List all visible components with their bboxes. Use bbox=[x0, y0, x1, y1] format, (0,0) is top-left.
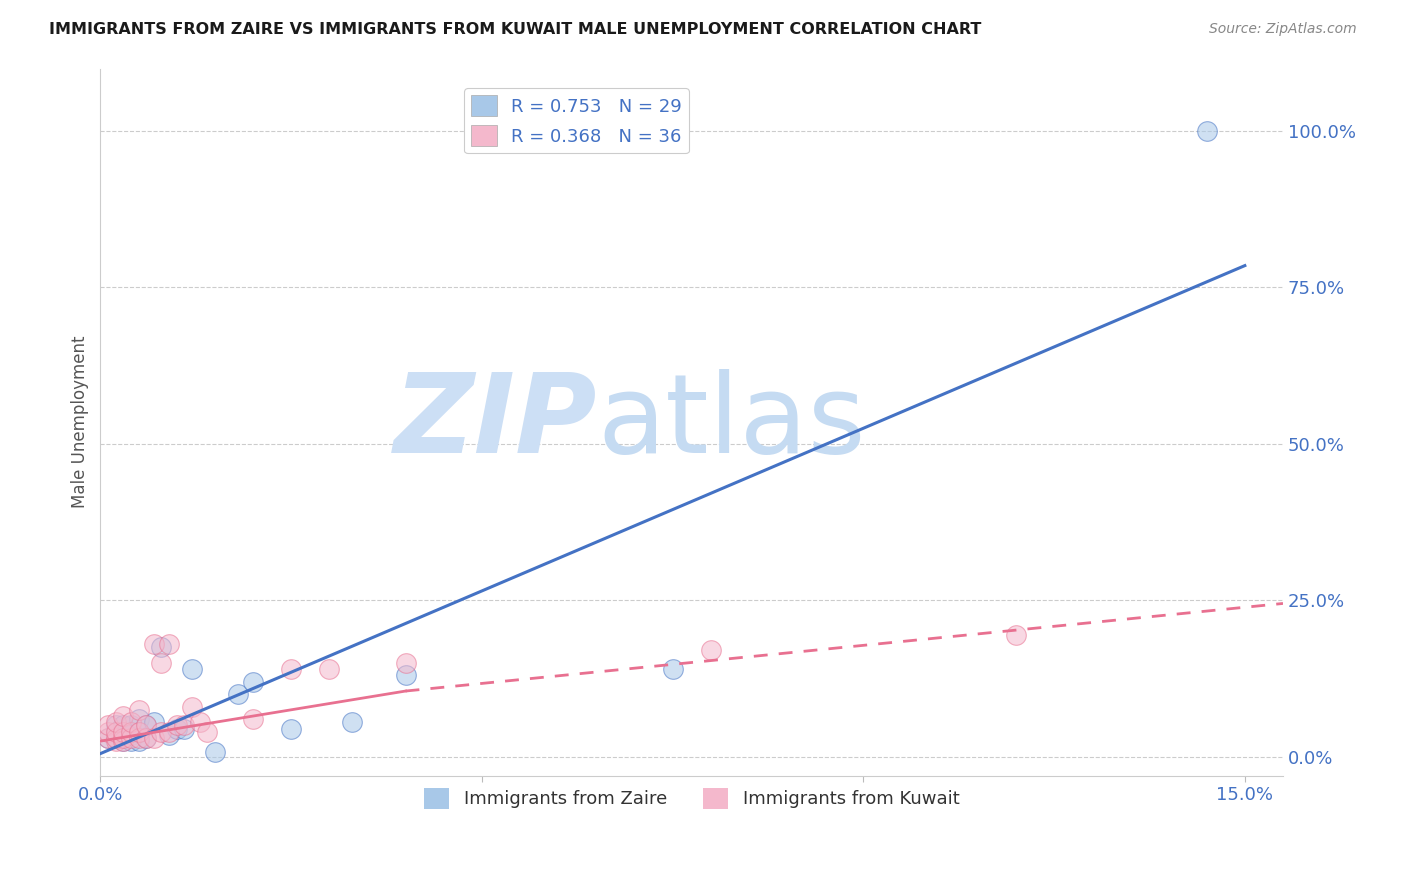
Point bbox=[112, 734, 135, 748]
Point bbox=[120, 718, 142, 732]
Point bbox=[195, 724, 218, 739]
Point bbox=[104, 718, 127, 732]
Point bbox=[112, 731, 135, 745]
Legend: Immigrants from Zaire, Immigrants from Kuwait: Immigrants from Zaire, Immigrants from K… bbox=[416, 780, 967, 816]
Point bbox=[166, 722, 188, 736]
Point bbox=[157, 724, 180, 739]
Point bbox=[112, 724, 135, 739]
Point bbox=[97, 724, 120, 739]
Point bbox=[104, 724, 127, 739]
Point bbox=[150, 640, 173, 655]
Point bbox=[173, 722, 195, 736]
Point bbox=[242, 674, 264, 689]
Point bbox=[188, 715, 211, 730]
Text: Source: ZipAtlas.com: Source: ZipAtlas.com bbox=[1209, 22, 1357, 37]
Point bbox=[394, 656, 416, 670]
Point bbox=[112, 728, 135, 742]
Point bbox=[128, 712, 150, 726]
Point bbox=[112, 718, 135, 732]
Point bbox=[340, 715, 363, 730]
Point bbox=[1195, 124, 1218, 138]
Point bbox=[180, 699, 202, 714]
Point bbox=[104, 731, 127, 745]
Point bbox=[318, 662, 340, 676]
Point bbox=[180, 662, 202, 676]
Point bbox=[104, 731, 127, 745]
Point bbox=[142, 637, 165, 651]
Text: IMMIGRANTS FROM ZAIRE VS IMMIGRANTS FROM KUWAIT MALE UNEMPLOYMENT CORRELATION CH: IMMIGRANTS FROM ZAIRE VS IMMIGRANTS FROM… bbox=[49, 22, 981, 37]
Point bbox=[128, 703, 150, 717]
Point bbox=[120, 715, 142, 730]
Point bbox=[166, 718, 188, 732]
Point bbox=[135, 731, 157, 745]
Point bbox=[97, 718, 120, 732]
Point bbox=[1005, 628, 1028, 642]
Point bbox=[142, 731, 165, 745]
Text: ZIP: ZIP bbox=[394, 368, 598, 475]
Point bbox=[661, 662, 683, 676]
Point bbox=[142, 715, 165, 730]
Point bbox=[112, 709, 135, 723]
Point bbox=[173, 718, 195, 732]
Point bbox=[120, 731, 142, 745]
Point bbox=[150, 724, 173, 739]
Text: atlas: atlas bbox=[598, 368, 866, 475]
Point bbox=[226, 687, 249, 701]
Point bbox=[104, 734, 127, 748]
Point bbox=[280, 722, 302, 736]
Point bbox=[128, 724, 150, 739]
Point bbox=[157, 728, 180, 742]
Point bbox=[120, 724, 142, 739]
Point bbox=[112, 734, 135, 748]
Point bbox=[700, 643, 723, 657]
Point bbox=[97, 731, 120, 745]
Point bbox=[135, 718, 157, 732]
Point bbox=[280, 662, 302, 676]
Point bbox=[120, 734, 142, 748]
Point bbox=[97, 731, 120, 745]
Point bbox=[394, 668, 416, 682]
Point bbox=[157, 637, 180, 651]
Point bbox=[104, 724, 127, 739]
Point bbox=[104, 715, 127, 730]
Point bbox=[204, 745, 226, 759]
Point bbox=[242, 712, 264, 726]
Point bbox=[128, 724, 150, 739]
Point bbox=[150, 656, 173, 670]
Point bbox=[128, 734, 150, 748]
Y-axis label: Male Unemployment: Male Unemployment bbox=[72, 335, 89, 508]
Point bbox=[128, 731, 150, 745]
Point bbox=[135, 731, 157, 745]
Point bbox=[120, 728, 142, 742]
Point bbox=[135, 718, 157, 732]
